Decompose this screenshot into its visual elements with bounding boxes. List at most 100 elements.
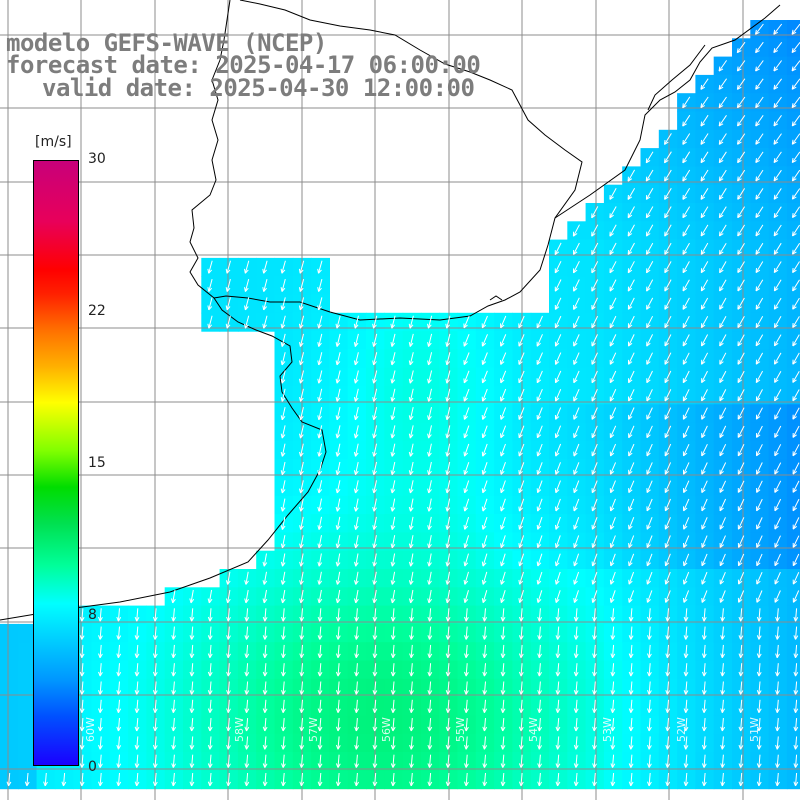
wind-arrow — [189, 736, 195, 750]
wind-arrow — [207, 754, 213, 768]
lon-label: 55W — [454, 717, 467, 742]
wind-arrow — [116, 699, 122, 713]
wind-speed-cell — [786, 312, 800, 332]
wind-arrow — [134, 626, 140, 640]
wind-arrow — [189, 644, 195, 659]
wind-arrow — [299, 388, 304, 402]
wind-arrow — [189, 589, 195, 604]
wind-arrow — [280, 571, 286, 585]
wind-arrow — [79, 626, 85, 640]
wind-speed-cell — [786, 752, 800, 771]
wind-arrow — [171, 718, 177, 732]
wind-arrow — [262, 626, 268, 640]
wind-arrow — [280, 461, 286, 476]
wind-speed-cell — [786, 550, 800, 570]
wind-arrow — [262, 699, 268, 713]
wind-arrow — [299, 608, 305, 622]
wind-arrow — [98, 736, 103, 750]
wind-arrow — [207, 681, 213, 695]
wind-arrow — [317, 352, 323, 366]
wind-arrow — [280, 516, 286, 530]
wind-arrow — [152, 608, 158, 622]
wind-arrow — [116, 736, 122, 750]
colorbar-tick-15: 15 — [88, 455, 106, 471]
wind-arrow — [281, 626, 286, 640]
wind-arrow — [226, 754, 231, 768]
wind-arrow — [281, 772, 286, 787]
wind-speed-cell — [786, 569, 800, 588]
wind-arrow — [207, 626, 213, 640]
wind-arrow — [225, 278, 231, 292]
wind-arrow — [262, 718, 268, 732]
wind-arrow — [317, 315, 323, 329]
wind-arrow — [98, 644, 103, 659]
wind-arrow — [262, 553, 268, 567]
wind-arrow — [189, 699, 195, 713]
wind-arrow — [171, 772, 177, 787]
wind-arrow — [244, 718, 250, 732]
wind-arrow — [79, 736, 85, 750]
wind-speed-cell — [786, 239, 800, 259]
wind-arrow — [152, 718, 158, 732]
wind-arrow — [225, 260, 231, 274]
wind-arrow — [244, 278, 250, 292]
wind-arrow — [79, 681, 85, 695]
wind-arrow — [116, 681, 122, 695]
wind-arrow — [226, 736, 231, 750]
wind-arrow — [98, 663, 103, 677]
wind-arrow — [98, 608, 103, 622]
wind-speed-cell — [18, 623, 38, 643]
wind-speed-cell — [786, 422, 800, 442]
wind-arrow — [189, 626, 195, 640]
wind-arrow — [225, 589, 231, 604]
wind-arrow — [298, 278, 305, 292]
wind-arrow — [79, 699, 85, 713]
wind-arrow — [280, 388, 286, 402]
wind-arrow — [207, 608, 213, 622]
wind-arrow — [317, 425, 323, 439]
colorbar-tick-0: 0 — [88, 759, 97, 775]
wind-speed-cell — [0, 642, 19, 662]
wind-arrow — [280, 425, 286, 439]
wind-arrow — [171, 754, 177, 768]
wind-arrow — [116, 626, 122, 640]
wind-arrow — [116, 754, 122, 768]
wind-arrow — [299, 352, 304, 366]
wind-arrow — [134, 663, 140, 677]
wind-arrow — [280, 297, 286, 311]
wind-speed-cell — [786, 349, 800, 369]
wind-arrow — [244, 589, 250, 604]
wind-arrow — [262, 278, 268, 292]
wind-arrow — [207, 297, 213, 311]
wind-arrow — [317, 388, 323, 402]
wind-speed-cell — [18, 752, 38, 771]
wind-speed-cell — [786, 111, 800, 131]
wind-arrow — [152, 772, 158, 787]
wind-arrow — [317, 370, 323, 384]
wind-arrow — [262, 297, 268, 311]
wind-arrow — [98, 754, 103, 768]
wind-arrow — [226, 608, 231, 622]
wind-speed-cell — [786, 660, 800, 680]
wind-speed-cell — [786, 331, 800, 350]
wind-arrow — [244, 260, 250, 274]
wind-arrow — [189, 754, 195, 768]
wind-speed-cell — [0, 678, 19, 698]
wind-arrow — [317, 278, 323, 292]
wind-speed-cell — [786, 93, 800, 113]
wind-arrow — [317, 333, 323, 347]
wind-arrow — [152, 699, 158, 713]
wind-arrow — [280, 535, 286, 549]
wind-speed-cell — [786, 367, 800, 387]
wind-arrow — [134, 772, 140, 787]
wind-arrow — [244, 772, 250, 787]
wind-speed-cell — [786, 221, 800, 241]
wind-arrow — [171, 663, 177, 677]
wind-speed-cell — [786, 459, 800, 479]
wind-speed-cell — [786, 770, 800, 790]
wind-arrow — [189, 663, 195, 677]
wind-arrow — [116, 608, 122, 622]
wind-arrow — [298, 297, 305, 311]
lon-label: 58W — [233, 717, 246, 742]
wind-arrow — [280, 260, 286, 274]
